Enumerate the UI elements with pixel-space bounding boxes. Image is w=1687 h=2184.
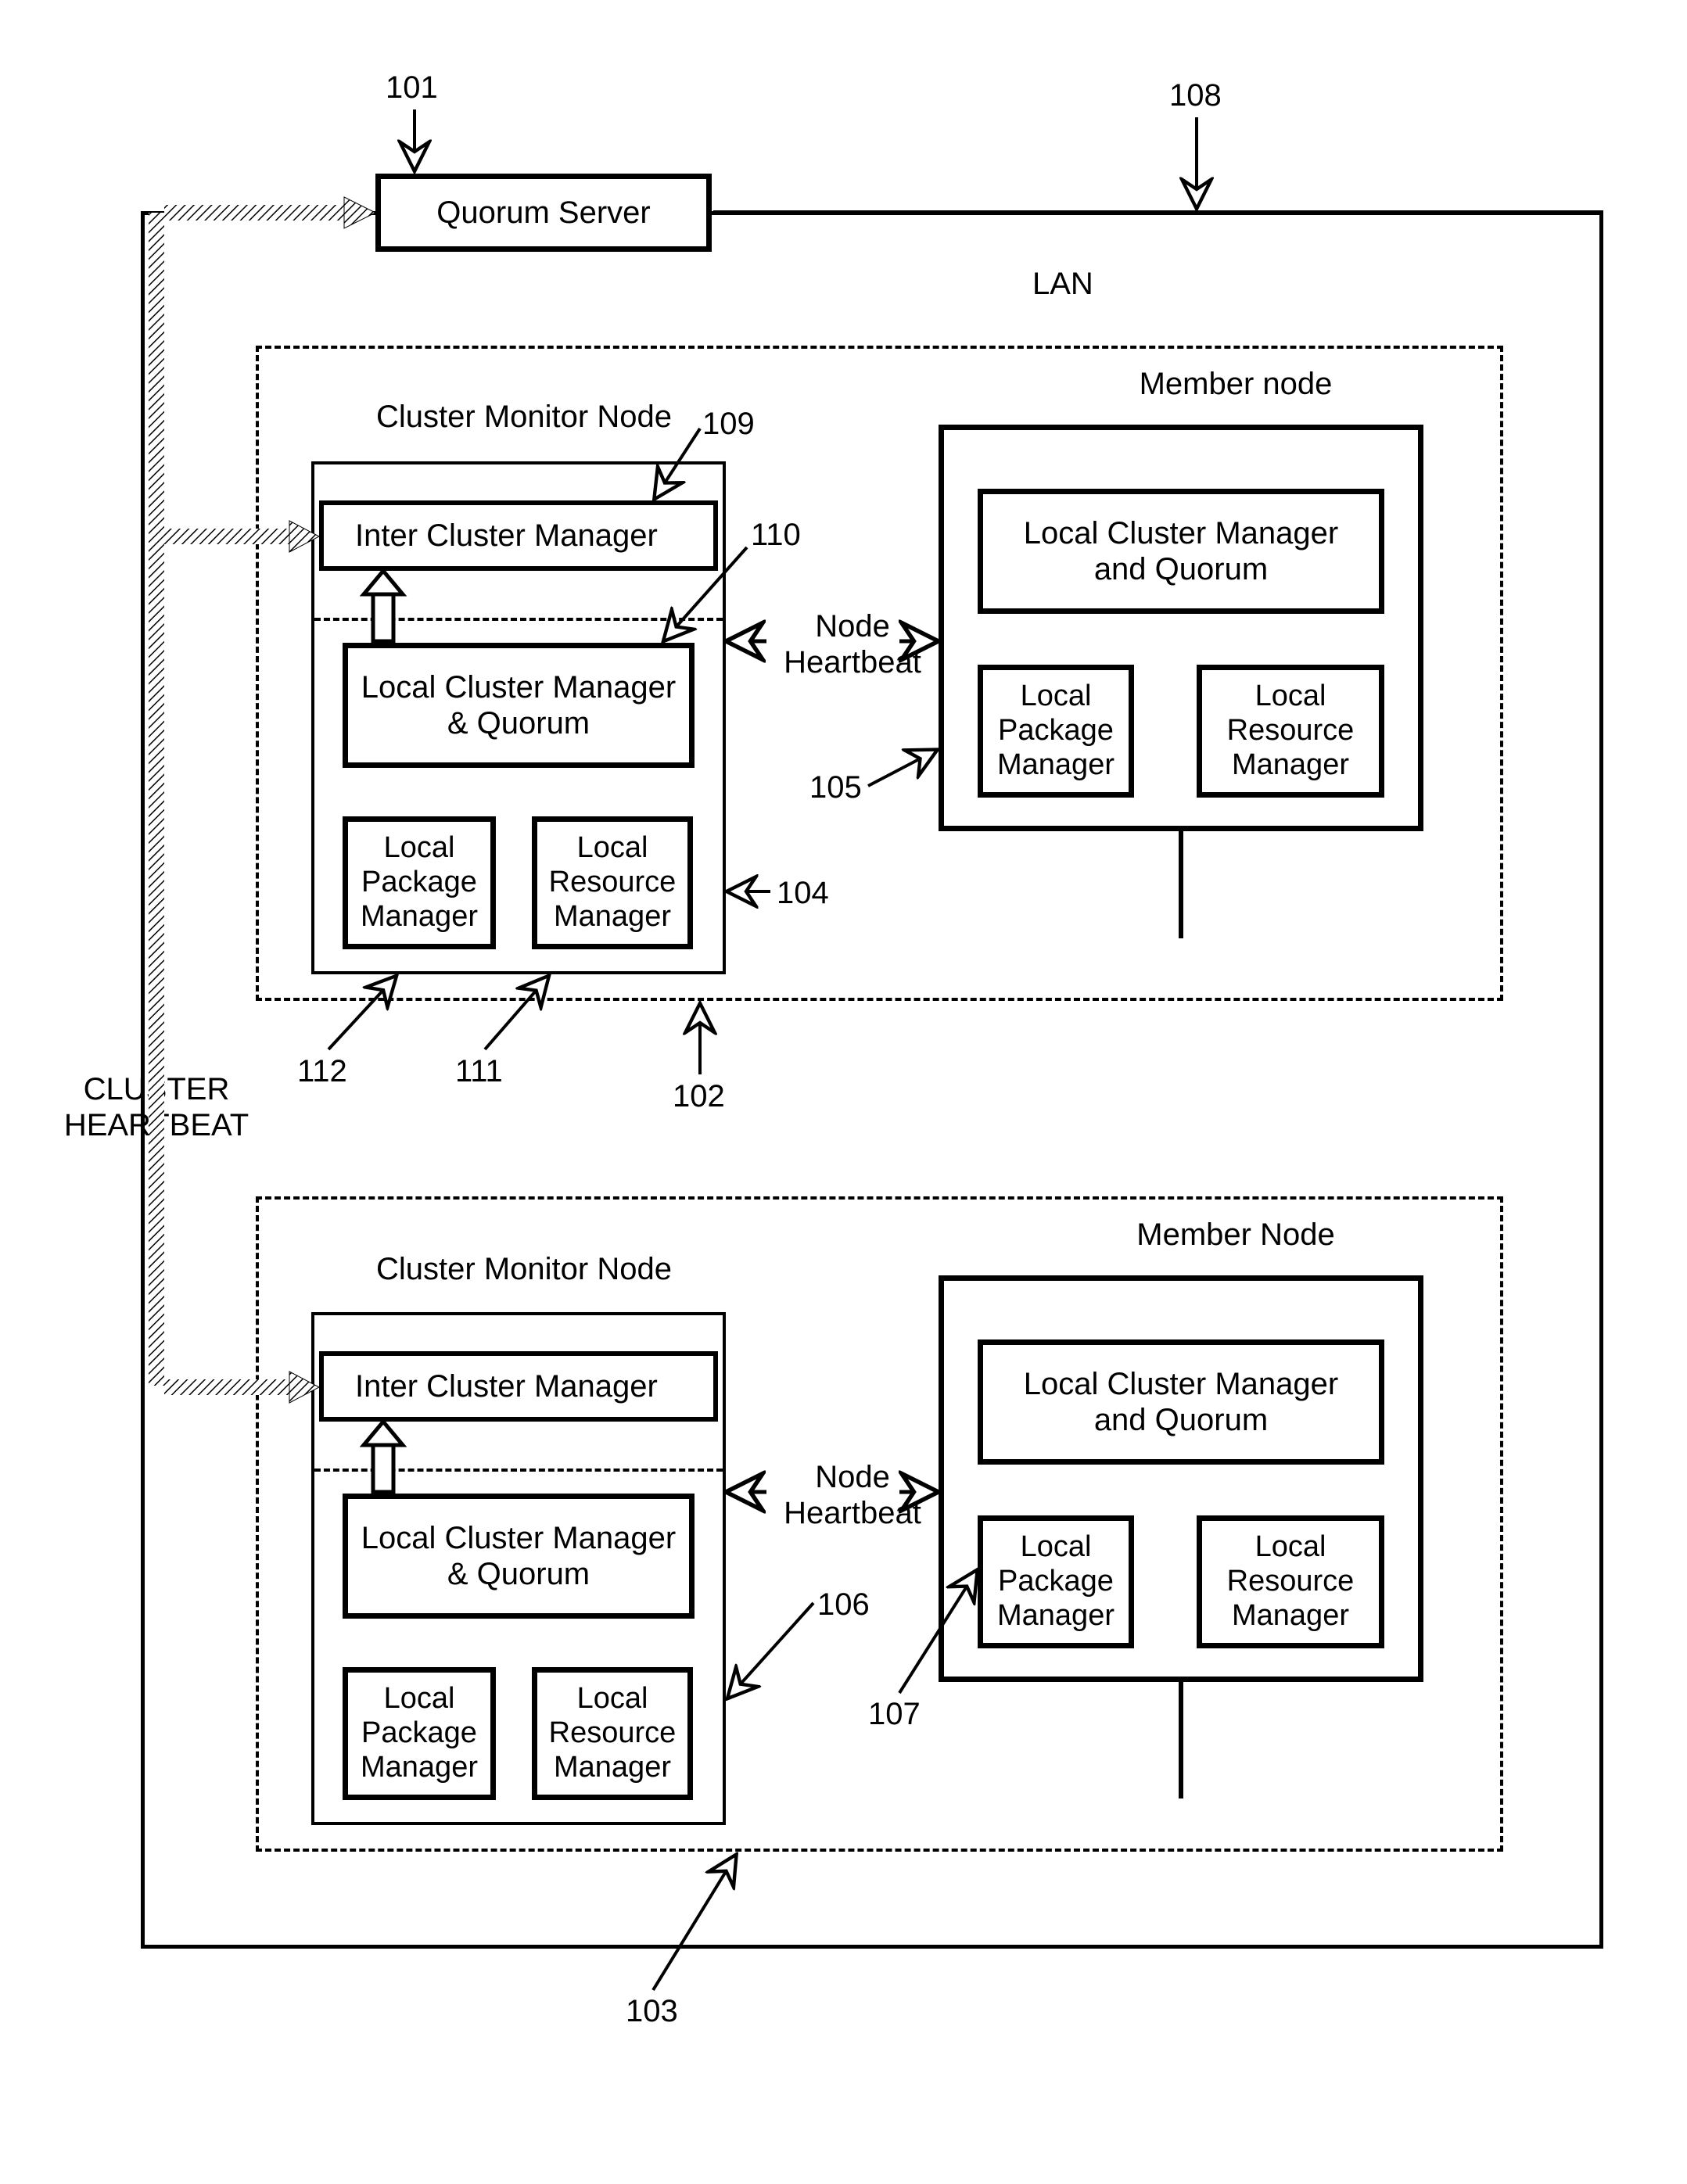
cmn-b-split — [314, 1469, 723, 1472]
lcmq-a: Local Cluster Manager & Quorum — [343, 643, 695, 768]
node-hb-b-l2: Heartbeat — [784, 1496, 921, 1530]
ref-106: 106 — [817, 1587, 870, 1623]
node-hb-b-l1: Node — [815, 1460, 890, 1494]
icm-a: Inter Cluster Manager — [319, 500, 718, 571]
quorum-server-box: Quorum Server — [375, 174, 712, 252]
ref-111: 111 — [455, 1054, 503, 1089]
site-b-cmn-label: Cluster Monitor Node — [344, 1251, 704, 1287]
node-hb-a: Node Heartbeat — [774, 608, 931, 680]
lrm-a: Local Resource Manager — [532, 816, 693, 949]
lcmq-b: Local Cluster Manager & Quorum — [343, 1494, 695, 1619]
lpm-b: Local Package Manager — [343, 1667, 496, 1800]
ref-101: 101 — [386, 70, 438, 106]
icm-b: Inter Cluster Manager — [319, 1351, 718, 1422]
member-a-lpm: Local Package Manager — [978, 665, 1134, 798]
node-hb-a-l1: Node — [815, 609, 890, 644]
ref-109: 109 — [702, 407, 755, 442]
ref-102: 102 — [673, 1079, 725, 1114]
cmn-a-split — [314, 618, 723, 621]
site-a-cmn-label: Cluster Monitor Node — [344, 399, 704, 435]
ref-103: 103 — [626, 1994, 678, 2029]
member-b-lcmq: Local Cluster Manager and Quorum — [978, 1339, 1384, 1465]
diagram-canvas: Quorum Server LAN Cluster Monitor Node M… — [0, 0, 1687, 2184]
ref-108: 108 — [1169, 78, 1222, 113]
member-b-lrm: Local Resource Manager — [1197, 1515, 1384, 1648]
ch-l2: HEARTBEAT — [64, 1108, 249, 1142]
ref-110: 110 — [751, 518, 801, 553]
lpm-a: Local Package Manager — [343, 816, 496, 949]
ref-107: 107 — [868, 1697, 921, 1732]
ch-l1: CLUSTER — [84, 1072, 230, 1106]
cluster-heartbeat-label: CLUSTER HEARTBEAT — [47, 1071, 266, 1143]
member-a-lcmq: Local Cluster Manager and Quorum — [978, 489, 1384, 614]
lan-label: LAN — [1032, 266, 1093, 302]
ref-105: 105 — [809, 770, 862, 805]
node-hb-a-l2: Heartbeat — [784, 645, 921, 680]
site-b-member-label: Member Node — [1111, 1217, 1361, 1253]
member-b-lpm: Local Package Manager — [978, 1515, 1134, 1648]
member-a-lrm: Local Resource Manager — [1197, 665, 1384, 798]
ref-104: 104 — [777, 876, 829, 911]
ref-112: 112 — [297, 1054, 347, 1089]
node-hb-b: Node Heartbeat — [774, 1459, 931, 1531]
lrm-b: Local Resource Manager — [532, 1667, 693, 1800]
site-a-member-label: Member node — [1111, 366, 1361, 402]
